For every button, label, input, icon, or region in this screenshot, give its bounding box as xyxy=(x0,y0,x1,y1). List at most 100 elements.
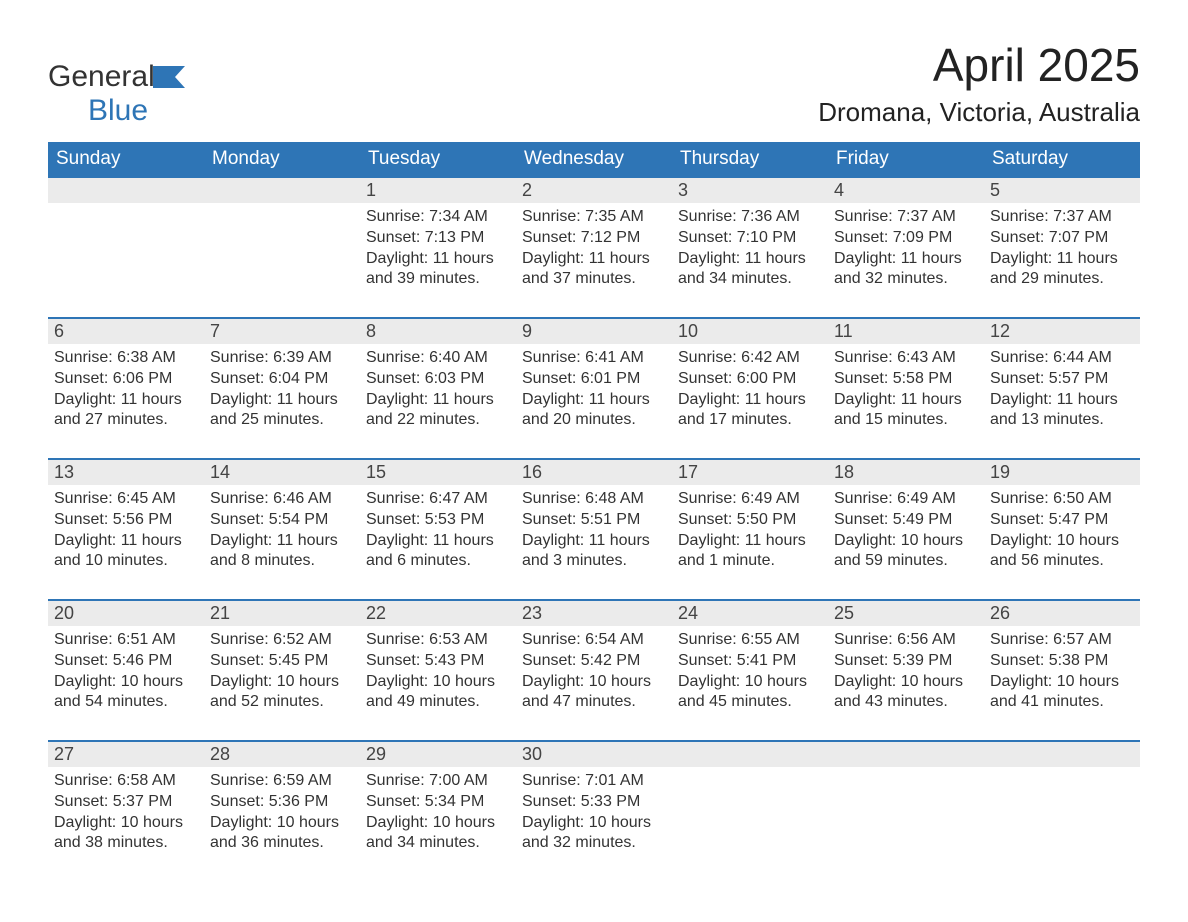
day-number-cell: 17 xyxy=(672,459,828,485)
sunset-line: Sunset: 5:54 PM xyxy=(210,510,354,531)
day-number-cell: 3 xyxy=(672,177,828,203)
logo-text-general: General xyxy=(48,60,155,93)
day-info-row: Sunrise: 6:45 AMSunset: 5:56 PMDaylight:… xyxy=(48,485,1140,600)
day-number-cell: 23 xyxy=(516,600,672,626)
daylight-line: Daylight: 11 hours and 3 minutes. xyxy=(522,531,666,573)
sunset-line: Sunset: 5:57 PM xyxy=(990,369,1134,390)
day-info-cell: Sunrise: 6:58 AMSunset: 5:37 PMDaylight:… xyxy=(48,767,204,882)
day-number-cell: 12 xyxy=(984,318,1140,344)
day-number-cell: 20 xyxy=(48,600,204,626)
sunrise-line: Sunrise: 6:55 AM xyxy=(678,630,822,651)
sunrise-line: Sunrise: 7:00 AM xyxy=(366,771,510,792)
day-number-cell: 5 xyxy=(984,177,1140,203)
sunset-line: Sunset: 6:03 PM xyxy=(366,369,510,390)
daylight-line: Daylight: 11 hours and 8 minutes. xyxy=(210,531,354,573)
sunrise-line: Sunrise: 6:46 AM xyxy=(210,489,354,510)
sunrise-line: Sunrise: 7:36 AM xyxy=(678,207,822,228)
sunset-line: Sunset: 5:47 PM xyxy=(990,510,1134,531)
day-number-cell: 11 xyxy=(828,318,984,344)
day-info-cell: Sunrise: 6:52 AMSunset: 5:45 PMDaylight:… xyxy=(204,626,360,741)
day-info-cell xyxy=(828,767,984,882)
daylight-line: Daylight: 10 hours and 38 minutes. xyxy=(54,813,198,855)
day-info-row: Sunrise: 7:34 AMSunset: 7:13 PMDaylight:… xyxy=(48,203,1140,318)
daylight-line: Daylight: 11 hours and 1 minute. xyxy=(678,531,822,573)
daylight-line: Daylight: 10 hours and 36 minutes. xyxy=(210,813,354,855)
day-number-cell xyxy=(48,177,204,203)
daylight-line: Daylight: 11 hours and 10 minutes. xyxy=(54,531,198,573)
day-info-cell: Sunrise: 6:45 AMSunset: 5:56 PMDaylight:… xyxy=(48,485,204,600)
day-number-cell: 26 xyxy=(984,600,1140,626)
day-number-cell: 28 xyxy=(204,741,360,767)
day-number-cell: 14 xyxy=(204,459,360,485)
daylight-line: Daylight: 10 hours and 32 minutes. xyxy=(522,813,666,855)
sunrise-line: Sunrise: 6:51 AM xyxy=(54,630,198,651)
sunrise-line: Sunrise: 6:53 AM xyxy=(366,630,510,651)
sunrise-line: Sunrise: 7:37 AM xyxy=(990,207,1134,228)
weekday-header: Thursday xyxy=(672,142,828,177)
day-info-cell: Sunrise: 7:36 AMSunset: 7:10 PMDaylight:… xyxy=(672,203,828,318)
day-number-row: 12345 xyxy=(48,177,1140,203)
daylight-line: Daylight: 11 hours and 29 minutes. xyxy=(990,249,1134,291)
day-number-cell: 6 xyxy=(48,318,204,344)
sunrise-line: Sunrise: 6:52 AM xyxy=(210,630,354,651)
daylight-line: Daylight: 11 hours and 39 minutes. xyxy=(366,249,510,291)
sunrise-line: Sunrise: 6:50 AM xyxy=(990,489,1134,510)
sunset-line: Sunset: 5:50 PM xyxy=(678,510,822,531)
sunset-line: Sunset: 5:56 PM xyxy=(54,510,198,531)
weekday-header: Friday xyxy=(828,142,984,177)
day-number-cell: 25 xyxy=(828,600,984,626)
daylight-line: Daylight: 10 hours and 59 minutes. xyxy=(834,531,978,573)
sunset-line: Sunset: 5:49 PM xyxy=(834,510,978,531)
day-info-cell: Sunrise: 7:01 AMSunset: 5:33 PMDaylight:… xyxy=(516,767,672,882)
day-number-cell: 15 xyxy=(360,459,516,485)
day-number-row: 13141516171819 xyxy=(48,459,1140,485)
sunset-line: Sunset: 5:38 PM xyxy=(990,651,1134,672)
daylight-line: Daylight: 10 hours and 45 minutes. xyxy=(678,672,822,714)
day-info-cell: Sunrise: 7:34 AMSunset: 7:13 PMDaylight:… xyxy=(360,203,516,318)
sunrise-line: Sunrise: 6:57 AM xyxy=(990,630,1134,651)
weekday-header: Saturday xyxy=(984,142,1140,177)
day-number-cell: 10 xyxy=(672,318,828,344)
day-number-cell: 29 xyxy=(360,741,516,767)
day-info-cell: Sunrise: 7:00 AMSunset: 5:34 PMDaylight:… xyxy=(360,767,516,882)
weekday-header-row: Sunday Monday Tuesday Wednesday Thursday… xyxy=(48,142,1140,177)
sunrise-line: Sunrise: 6:43 AM xyxy=(834,348,978,369)
sunset-line: Sunset: 6:00 PM xyxy=(678,369,822,390)
sunrise-line: Sunrise: 6:59 AM xyxy=(210,771,354,792)
day-info-row: Sunrise: 6:51 AMSunset: 5:46 PMDaylight:… xyxy=(48,626,1140,741)
sunset-line: Sunset: 7:12 PM xyxy=(522,228,666,249)
day-info-cell xyxy=(984,767,1140,882)
day-info-cell: Sunrise: 6:56 AMSunset: 5:39 PMDaylight:… xyxy=(828,626,984,741)
sunrise-line: Sunrise: 6:56 AM xyxy=(834,630,978,651)
sunrise-line: Sunrise: 7:35 AM xyxy=(522,207,666,228)
day-number-cell: 19 xyxy=(984,459,1140,485)
location: Dromana, Victoria, Australia xyxy=(818,97,1140,128)
day-info-cell: Sunrise: 6:49 AMSunset: 5:49 PMDaylight:… xyxy=(828,485,984,600)
day-info-cell: Sunrise: 6:49 AMSunset: 5:50 PMDaylight:… xyxy=(672,485,828,600)
day-number-cell: 16 xyxy=(516,459,672,485)
day-info-cell xyxy=(672,767,828,882)
day-number-row: 6789101112 xyxy=(48,318,1140,344)
title-block: April 2025 Dromana, Victoria, Australia xyxy=(818,40,1140,128)
sunset-line: Sunset: 5:46 PM xyxy=(54,651,198,672)
daylight-line: Daylight: 11 hours and 20 minutes. xyxy=(522,390,666,432)
sunrise-line: Sunrise: 6:54 AM xyxy=(522,630,666,651)
daylight-line: Daylight: 10 hours and 54 minutes. xyxy=(54,672,198,714)
daylight-line: Daylight: 10 hours and 56 minutes. xyxy=(990,531,1134,573)
sunset-line: Sunset: 5:51 PM xyxy=(522,510,666,531)
sunrise-line: Sunrise: 6:42 AM xyxy=(678,348,822,369)
daylight-line: Daylight: 10 hours and 34 minutes. xyxy=(366,813,510,855)
day-info-cell: Sunrise: 6:55 AMSunset: 5:41 PMDaylight:… xyxy=(672,626,828,741)
day-info-row: Sunrise: 6:58 AMSunset: 5:37 PMDaylight:… xyxy=(48,767,1140,882)
sunset-line: Sunset: 5:53 PM xyxy=(366,510,510,531)
sunrise-line: Sunrise: 6:58 AM xyxy=(54,771,198,792)
weekday-header: Tuesday xyxy=(360,142,516,177)
day-number-cell: 22 xyxy=(360,600,516,626)
day-number-cell xyxy=(204,177,360,203)
sunset-line: Sunset: 5:33 PM xyxy=(522,792,666,813)
daylight-line: Daylight: 10 hours and 52 minutes. xyxy=(210,672,354,714)
day-number-row: 27282930 xyxy=(48,741,1140,767)
calendar-table: Sunday Monday Tuesday Wednesday Thursday… xyxy=(48,142,1140,882)
header: General Blue April 2025 Dromana, Victori… xyxy=(48,40,1140,128)
sunset-line: Sunset: 7:09 PM xyxy=(834,228,978,249)
